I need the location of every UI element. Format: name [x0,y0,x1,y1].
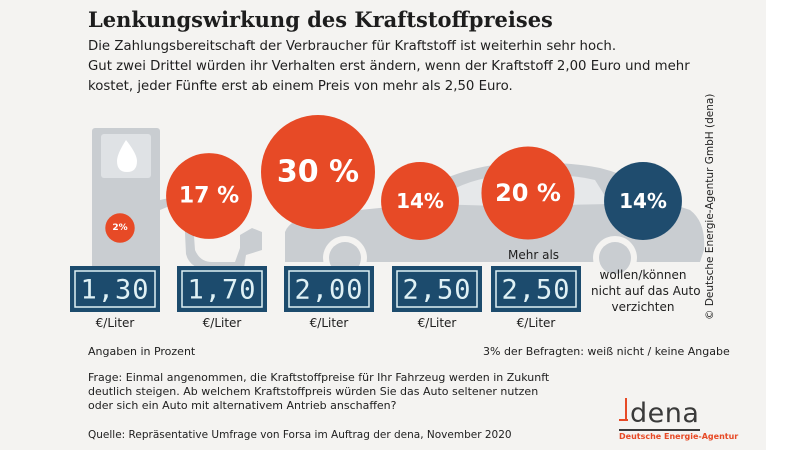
note-units: Angaben in Prozent [88,345,196,358]
subtitle-line: Die Zahlungsbereitschaft der Verbraucher… [88,39,617,54]
subtitle-line: kostet, jeder Fünfte erst ab einem Preis… [88,79,513,94]
price-display: 1,30 [70,266,160,312]
chart-title: Lenkungswirkung des Kraftstoffpreises [88,7,553,32]
bubble-value-label: 14% [619,189,667,213]
survey-question: Frage: Einmal angenommen, die Kraftstoff… [88,371,550,413]
price-displays: 1,30 1,70 2,00 2,50 2,50 [70,266,581,312]
price-display: 1,70 [177,266,267,312]
bubble [381,162,459,240]
price-display-value: 2,00 [294,275,363,306]
dena-logo-word: dena [630,398,700,429]
price-unit-label: €/Liter [417,316,457,330]
right-margin [766,0,800,450]
source-note: Quelle: Repräsentative Umfrage von Forsa… [88,429,512,441]
dena-logo-rule [619,429,700,431]
question-line: deutlich steigen. Ab welchem Kraftstoffp… [88,385,539,398]
bubble [604,162,682,240]
price-display: 2,50 [491,266,581,312]
bubble-value-label: 30 % [277,155,359,190]
dena-logo-mark [625,398,627,420]
bubble-value-label: 14% [396,189,444,213]
subtitle-line: Gut zwei Drittel würden ihr Verhalten er… [88,59,690,74]
price-display-value: 2,50 [501,275,570,306]
price-unit-label: €/Liter [309,316,349,330]
fuel-drop-icon [117,140,137,172]
price-display-value: 1,30 [80,275,149,306]
price-display: 2,00 [284,266,374,312]
price-unit-label: €/Liter [202,316,242,330]
question-line: Frage: Einmal angenommen, die Kraftstoff… [88,371,550,384]
bubble [105,213,135,243]
note-no-answer: 3% der Befragten: weiß nicht / keine Ang… [483,345,730,358]
no-car-label: verzichten [611,300,675,314]
chart-subtitle: Die Zahlungsbereitschaft der Verbraucher… [88,37,690,97]
price-unit-label: €/Liter [516,316,556,330]
bubble-value-label: 2% [112,223,127,233]
no-car-label: wollen/können [599,268,687,282]
bubble-series: 2% 17 % 30 % 14% 20 % 14% [105,115,682,243]
no-car-label: nicht auf das Auto [591,284,701,298]
copyright-note: © Deutsche Energie-Agentur GmbH (dena) [704,93,716,320]
price-display-value: 1,70 [187,275,256,306]
bubble [261,115,375,229]
price-display: 2,50 [392,266,482,312]
dena-logo-mark [619,419,628,421]
price-prefix-label: Mehr als [508,248,560,262]
price-display-value: 2,50 [402,275,471,306]
bubble-value-label: 20 % [495,179,561,207]
dena-logo-subline: Deutsche Energie-Agentur [619,432,739,441]
bubble-value-label: 17 % [179,184,239,209]
question-line: oder sich ein Auto mit alternativem Antr… [88,399,397,412]
price-unit-label: €/Liter [95,316,135,330]
bubble [166,153,252,239]
bubble [481,146,575,240]
